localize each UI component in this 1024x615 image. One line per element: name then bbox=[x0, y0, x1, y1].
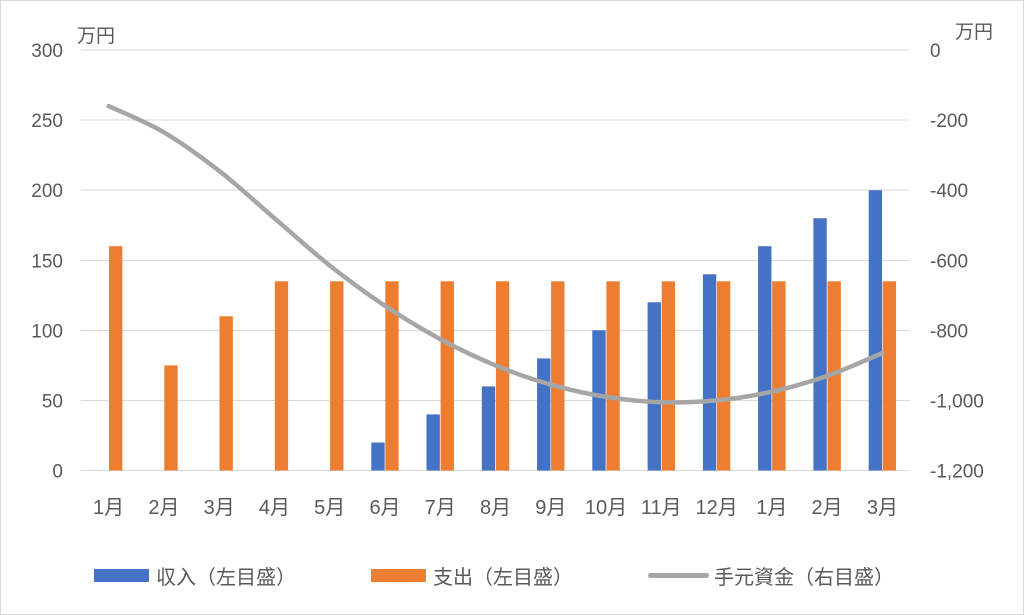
right-axis-unit-label: 万円 bbox=[955, 22, 994, 43]
income-bar[interactable] bbox=[481, 386, 496, 471]
income-bar[interactable] bbox=[537, 358, 551, 471]
right-axis-tick-label: -400 bbox=[930, 181, 968, 202]
expense-bar[interactable] bbox=[882, 281, 897, 471]
left-axis-tick-label: 300 bbox=[31, 41, 63, 62]
expense-bar[interactable] bbox=[606, 281, 620, 471]
x-axis-label: 11月 bbox=[641, 497, 682, 519]
left-axis-tick-label: 250 bbox=[31, 111, 63, 132]
x-axis-label: 5月 bbox=[314, 497, 345, 519]
legend-item-expense[interactable]: 支出（左目盛） bbox=[371, 561, 573, 589]
right-axis-tick-label: -200 bbox=[930, 111, 968, 132]
cash-legend-swatch bbox=[648, 572, 709, 578]
income-bar[interactable] bbox=[647, 302, 661, 471]
left-axis-tick-label: 0 bbox=[52, 462, 63, 483]
x-axis-label: 7月 bbox=[425, 497, 456, 519]
x-axis-label: 1月 bbox=[93, 497, 124, 519]
expense-bar[interactable] bbox=[772, 281, 786, 471]
x-axis-label: 1月 bbox=[756, 497, 787, 519]
x-axis-label: 3月 bbox=[204, 497, 235, 519]
expense-legend-swatch bbox=[371, 568, 426, 582]
legend-item-cash[interactable]: 手元資金（右目盛） bbox=[648, 561, 894, 589]
left-axis-tick-label: 150 bbox=[31, 251, 63, 272]
x-axis-label: 12月 bbox=[695, 497, 737, 519]
x-axis-label: 6月 bbox=[369, 497, 400, 519]
right-axis-tick-label: 0 bbox=[930, 41, 941, 62]
cash-legend-label: 手元資金（右目盛） bbox=[714, 566, 894, 589]
expense-bar[interactable] bbox=[219, 316, 233, 471]
expense-bar[interactable] bbox=[827, 281, 841, 471]
expense-bar[interactable] bbox=[274, 281, 289, 471]
right-axis-tick-label: -800 bbox=[930, 321, 968, 342]
income-bar[interactable] bbox=[868, 190, 883, 471]
x-axis-label: 2月 bbox=[812, 497, 843, 519]
cash-line[interactable] bbox=[106, 103, 885, 405]
legend: 収入（左目盛） 支出（左目盛） 手元資金（右目盛） bbox=[1, 561, 1023, 589]
right-axis-tick-label: -1,000 bbox=[930, 391, 984, 412]
left-axis-tick-label: 100 bbox=[31, 321, 63, 342]
income-bar[interactable] bbox=[592, 330, 606, 471]
income-legend-swatch bbox=[94, 568, 149, 582]
income-bar[interactable] bbox=[426, 414, 440, 471]
left-axis-tick-label: 50 bbox=[42, 391, 63, 412]
x-axis-label: 9月 bbox=[535, 497, 566, 519]
expense-bar[interactable] bbox=[164, 365, 178, 471]
income-legend-label: 収入（左目盛） bbox=[156, 566, 296, 589]
expense-bar[interactable] bbox=[661, 281, 676, 471]
legend-item-income[interactable]: 収入（左目盛） bbox=[94, 561, 296, 589]
income-bar[interactable] bbox=[371, 442, 385, 471]
expense-bar[interactable] bbox=[551, 281, 565, 471]
x-axis-label: 8月 bbox=[480, 497, 511, 519]
income-bar[interactable] bbox=[702, 274, 717, 471]
expense-bar[interactable] bbox=[495, 281, 510, 471]
left-axis-tick-label: 200 bbox=[31, 181, 63, 202]
right-axis-tick-label: -1,200 bbox=[930, 462, 984, 483]
x-axis-label: 3月 bbox=[867, 497, 898, 519]
left-axis-unit-label: 万円 bbox=[77, 26, 116, 47]
right-axis-tick-label: -600 bbox=[930, 251, 968, 272]
income-bar[interactable] bbox=[758, 246, 772, 471]
income-bar[interactable] bbox=[813, 218, 827, 471]
expense-bar[interactable] bbox=[330, 281, 344, 471]
expense-bar[interactable] bbox=[385, 281, 399, 471]
x-axis-label: 4月 bbox=[259, 497, 290, 519]
expense-bar[interactable] bbox=[716, 281, 731, 471]
x-axis-label: 2月 bbox=[148, 497, 179, 519]
x-axis-label: 10月 bbox=[585, 497, 627, 519]
expense-bar[interactable] bbox=[109, 246, 123, 471]
expense-bar[interactable] bbox=[440, 281, 454, 471]
expense-legend-label: 支出（左目盛） bbox=[433, 566, 573, 589]
